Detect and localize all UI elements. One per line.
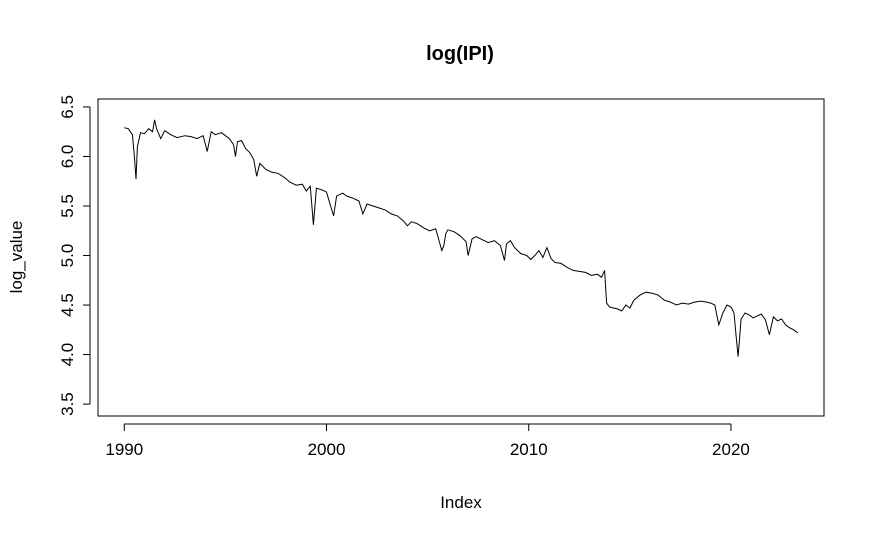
- x-tick-label: 2010: [510, 440, 548, 459]
- series-line-0: [124, 119, 799, 357]
- x-tick-label: 2000: [308, 440, 346, 459]
- y-axis-label: log_value: [7, 221, 26, 294]
- y-tick-label: 4.0: [58, 343, 77, 367]
- y-tick-label: 5.5: [58, 194, 77, 218]
- series-group: [124, 119, 799, 357]
- y-tick-label: 5.0: [58, 244, 77, 268]
- x-axis: 1990 2000 2010 2020: [105, 423, 750, 459]
- plot-frame: [97, 98, 825, 417]
- y-tick-label: 6.5: [58, 95, 77, 119]
- y-tick-label: 4.5: [58, 293, 77, 317]
- chart-title: log(IPI): [426, 43, 494, 65]
- x-tick-label: 2020: [712, 440, 750, 459]
- y-tick-label: 3.5: [58, 392, 77, 416]
- y-tick-label: 6.0: [58, 145, 77, 169]
- x-tick-label: 1990: [105, 440, 143, 459]
- y-axis: 3.5 4.0 4.5 5.0 5.5 6.0 6.5: [58, 95, 91, 416]
- x-axis-label: Index: [440, 493, 482, 512]
